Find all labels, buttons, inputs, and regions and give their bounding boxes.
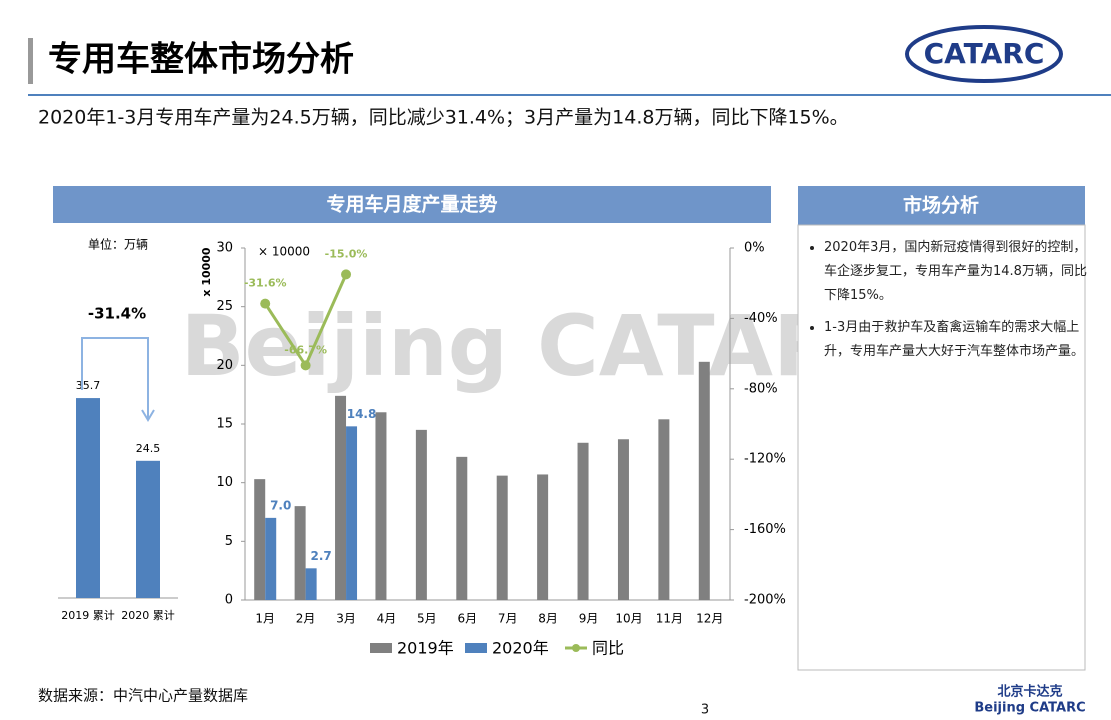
y-tick-label: 0 xyxy=(225,593,233,608)
value-label: 24.5 xyxy=(136,442,161,455)
subtitle: 2020年1-3月专用车产量为24.5万辆，同比减少31.4%；3月产量为14.… xyxy=(38,107,849,129)
bullet: 2020年3月，国内新冠疫情得到很好的控制，车企逐步复工，专用车产量为14.8万… xyxy=(824,236,1094,308)
x-tick-label: 9月 xyxy=(579,612,599,626)
x-tick-label: 5月 xyxy=(417,612,437,626)
bar xyxy=(537,474,549,600)
point xyxy=(300,360,311,371)
chart-title: 专用车月度产量走势 xyxy=(326,193,497,216)
legend-swatch xyxy=(370,643,392,653)
panel-box xyxy=(797,224,1086,671)
y2-tick-label: -80% xyxy=(744,381,778,396)
unit: × 10000 xyxy=(258,245,310,259)
bar xyxy=(305,568,317,600)
annotation: -31.4% xyxy=(88,305,146,323)
bar xyxy=(265,517,277,600)
x-tick-label: 1月 xyxy=(255,612,275,626)
y2-tick-label: -120% xyxy=(744,452,786,467)
y-tick-label: 15 xyxy=(216,417,233,432)
accent xyxy=(28,38,33,84)
chart-header xyxy=(53,186,771,223)
bar xyxy=(254,479,266,600)
bar xyxy=(136,460,160,598)
y-tick-label: 25 xyxy=(216,299,233,314)
x-tick-label: 11月 xyxy=(656,612,683,626)
legend-dot xyxy=(572,644,580,652)
y-label: x 10000 xyxy=(200,247,213,297)
bar xyxy=(496,475,508,600)
x-tick-label: 6月 xyxy=(457,612,477,626)
x-tick-label: 2019 累计 xyxy=(61,609,115,622)
bar xyxy=(577,442,589,600)
value-label: 14.8 xyxy=(347,407,377,421)
x-tick-label: 8月 xyxy=(538,612,558,626)
bar xyxy=(375,412,387,600)
x-tick-label: 3月 xyxy=(336,612,356,626)
x-tick-label: 12月 xyxy=(696,612,723,626)
arrow xyxy=(81,337,155,422)
y2-tick-label: -40% xyxy=(744,311,778,326)
org-en: Beijing CATARC xyxy=(974,701,1085,716)
legend-label: 2020年 xyxy=(492,639,549,658)
source: 数据来源：中汽中心产量数据库 xyxy=(38,687,248,705)
title: 专用车整体市场分析 xyxy=(48,40,354,80)
x-tick-label: 2月 xyxy=(296,612,316,626)
value-label: -66.7% xyxy=(284,343,327,356)
org-cn: 北京卡达克 xyxy=(997,684,1062,700)
bar xyxy=(294,506,306,600)
bar xyxy=(658,419,670,600)
unit: 单位：万辆 xyxy=(88,237,148,252)
bar xyxy=(617,439,629,600)
x-tick-label: 10月 xyxy=(615,612,642,626)
bar xyxy=(415,429,427,600)
y2-tick-label: 0% xyxy=(744,241,765,256)
logo-ring xyxy=(905,25,1063,83)
bar xyxy=(456,456,468,600)
value-label: -31.6% xyxy=(244,277,287,290)
legend-label: 2019年 xyxy=(397,639,454,658)
logo: CATARC xyxy=(924,37,1045,70)
y-tick-label: 5 xyxy=(225,534,233,549)
bar xyxy=(335,395,347,600)
page-number: 3 xyxy=(701,703,709,718)
y-tick-label: 20 xyxy=(216,358,233,373)
bar xyxy=(346,426,358,600)
x-tick-label: 7月 xyxy=(498,612,518,626)
bar xyxy=(76,398,100,598)
panel-title: 市场分析 xyxy=(903,194,979,217)
y2-tick-label: -200% xyxy=(744,593,786,608)
bullets: 2020年3月，国内新冠疫情得到很好的控制，车企逐步复工，专用车产量为14.8万… xyxy=(808,236,1094,372)
y2-tick-label: -160% xyxy=(744,522,786,537)
panel-header xyxy=(798,186,1085,225)
value-label: 2.7 xyxy=(310,549,331,563)
value-label: 7.0 xyxy=(270,498,291,512)
legend-swatch xyxy=(465,643,487,653)
y-tick-label: 10 xyxy=(216,475,233,490)
x-tick-label: 4月 xyxy=(377,612,397,626)
watermark: Beijing CATARC xyxy=(181,297,900,395)
value-label: 35.7 xyxy=(76,379,101,392)
point xyxy=(260,298,271,309)
value-label: -15.0% xyxy=(325,247,368,260)
bar xyxy=(698,361,710,600)
point xyxy=(341,269,352,280)
y-tick-label: 30 xyxy=(216,241,233,256)
legend-label: 同比 xyxy=(592,639,624,658)
x-tick-label: 2020 累计 xyxy=(121,609,175,622)
bullet: 1-3月由于救护车及畜禽运输车的需求大幅上升，专用车产量大大好于汽车整体市场产量… xyxy=(824,316,1094,364)
